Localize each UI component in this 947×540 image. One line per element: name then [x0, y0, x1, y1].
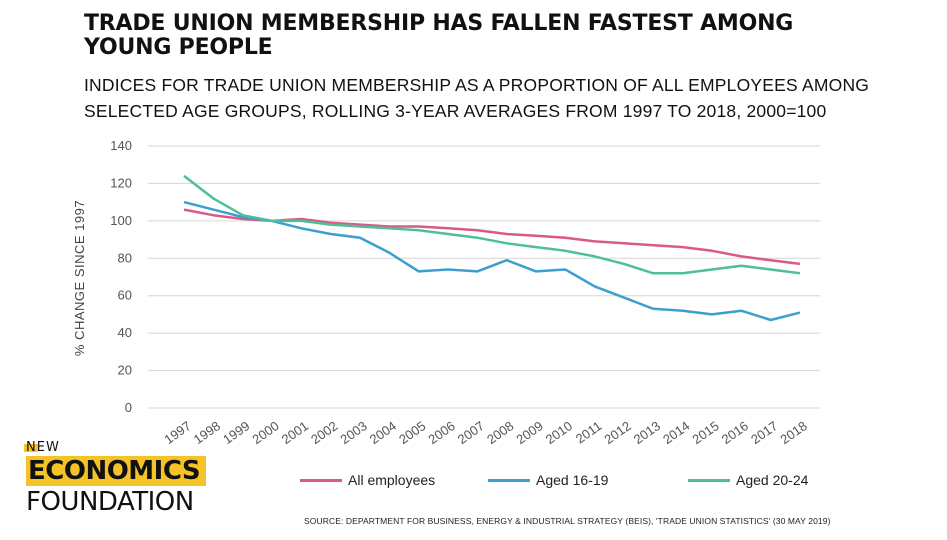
y-tick-label: 0: [125, 400, 132, 415]
legend-swatch: [300, 478, 342, 482]
y-tick-label: 120: [110, 175, 132, 190]
legend: All employees Aged 16-19 Aged 20-24: [300, 472, 808, 488]
x-tick-label: 2012: [601, 418, 633, 447]
line-chart: 0 20 40 60 80 100 120 140 199719981999200020012…: [72, 138, 820, 447]
x-tick-label: 2011: [573, 418, 605, 446]
series-line-aged-20-24: [183, 174, 801, 275]
x-tick-label: 2006: [425, 418, 457, 447]
x-tick-label: 2004: [367, 418, 399, 447]
x-tick-label: 2016: [719, 418, 751, 447]
y-tick-label: 80: [118, 250, 132, 265]
legend-swatch: [488, 478, 530, 482]
series-line-all-employees: [183, 208, 801, 266]
x-tick-label: 2010: [543, 418, 575, 447]
x-tick-label: 2014: [660, 418, 692, 447]
x-tick-label: 2007: [455, 418, 487, 447]
x-tick-label: 2003: [337, 418, 369, 447]
x-tick-label: 2018: [777, 418, 809, 447]
legend-item-all-employees: All employees: [300, 472, 488, 488]
logo-line-economics: ECONOMICS: [26, 456, 207, 486]
legend-item-aged-20-24: Aged 20-24: [688, 472, 808, 488]
x-tick-label: 2015: [689, 418, 721, 447]
series-line-aged-16-19: [183, 200, 801, 322]
chart-title: TRADE UNION MEMBERSHIP HAS FALLEN FASTES…: [84, 11, 794, 60]
logo-accent: [24, 444, 38, 452]
x-tick-label: 2000: [249, 418, 281, 447]
chart-subtitle: INDICES FOR TRADE UNION MEMBERSHIP AS A …: [84, 75, 870, 121]
x-tick-label: 2008: [484, 418, 516, 447]
x-tick-label: 2013: [631, 418, 663, 447]
y-tick-label: 60: [118, 288, 132, 303]
legend-label: All employees: [348, 472, 436, 488]
y-tick-label: 100: [110, 213, 132, 228]
gridlines: [148, 145, 820, 409]
y-tick-label: 20: [118, 363, 132, 378]
y-tick-label: 140: [110, 138, 132, 153]
source-note: SOURCE: DEPARTMENT FOR BUSINESS, ENERGY …: [304, 516, 831, 526]
x-tick-label: 2002: [308, 418, 340, 447]
y-axis-ticks: 0 20 40 60 80 100 120 140: [110, 138, 132, 415]
nef-logo: NEW ECONOMICS FOUNDATION: [18, 440, 248, 522]
legend-label: Aged 20-24: [736, 472, 809, 488]
y-axis-label: % CHANGE SINCE 1997: [72, 200, 87, 356]
series-lines: [183, 174, 801, 322]
x-tick-label: 2017: [748, 418, 780, 447]
x-tick-label: 2005: [396, 418, 428, 447]
logo-line-foundation: FOUNDATION: [26, 487, 194, 517]
logo-line-new: NEW: [26, 440, 60, 455]
y-tick-label: 40: [118, 325, 132, 340]
legend-label: Aged 16-19: [536, 472, 609, 488]
legend-swatch: [688, 478, 730, 482]
legend-item-aged-16-19: Aged 16-19: [488, 472, 688, 488]
x-axis-ticks: 1997199819992000200120022003200420052006…: [161, 418, 809, 447]
x-tick-label: 2001: [279, 418, 311, 447]
x-tick-label: 2009: [513, 418, 545, 447]
